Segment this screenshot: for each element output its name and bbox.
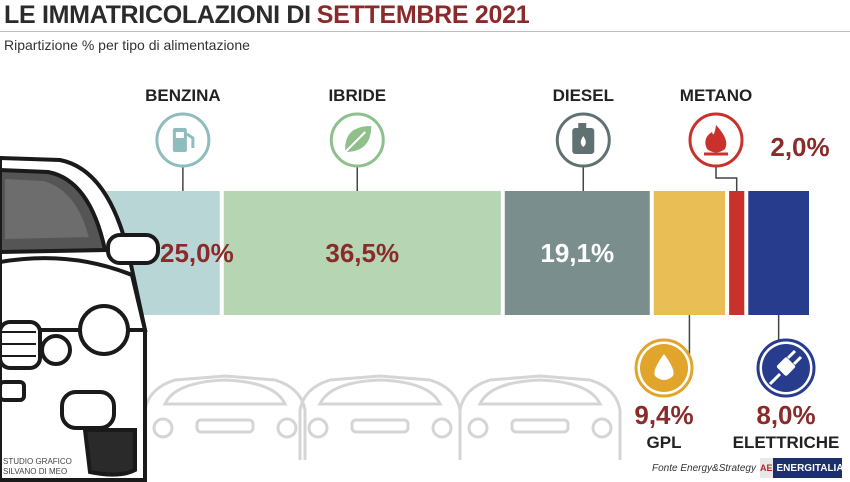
chart-subtitle: Ripartizione % per tipo di alimentazione: [4, 37, 250, 53]
value-label-gpl: 9,4%: [634, 400, 693, 430]
brand-badge: AE ENERGITALIA: [760, 458, 844, 478]
bar-diesel: [504, 191, 650, 315]
category-label-metano: METANO: [680, 86, 752, 105]
value-label-metano: 2,0%: [770, 132, 829, 162]
fuel-pump-icon: [155, 112, 211, 168]
flame-icon: [688, 112, 744, 168]
bar-ibride: [223, 191, 501, 315]
value-label-ibride: 36,5%: [325, 238, 399, 268]
bar-gpl: [653, 191, 726, 315]
bar-elettriche: [748, 191, 809, 315]
category-label-benzina: BENZINA: [145, 86, 221, 105]
category-label-gpl: GPL: [647, 433, 682, 452]
title-divider: [0, 31, 850, 32]
value-label-elettriche: 8,0%: [756, 400, 815, 430]
source-note: Fonte Energy&Strategy: [652, 463, 756, 474]
front-car-icon: [0, 155, 160, 482]
value-label-benzina: 25,0%: [160, 238, 234, 268]
value-label-diesel: 19,1%: [540, 238, 614, 268]
category-label-diesel: DIESEL: [553, 86, 614, 105]
bar-metano: [729, 191, 745, 315]
brand-logo: AE: [760, 458, 773, 478]
leaf-icon: [329, 112, 385, 168]
title-prefix: LE IMMATRICOLAZIONI DI: [4, 1, 311, 29]
category-label-elettriche: ELETTRICHE: [733, 433, 840, 452]
category-label-ibride: IBRIDE: [328, 86, 386, 105]
title-highlight: SETTEMBRE 2021: [316, 1, 530, 29]
plug-icon: [756, 338, 816, 398]
car-outline-icon: [143, 374, 307, 460]
leader-line: [715, 167, 738, 191]
chart-title: LE IMMATRICOLAZIONI DI SETTEMBRE 2021: [4, 1, 530, 30]
oil-drop-icon: [634, 338, 694, 398]
studio-credit: STUDIO GRAFICO SILVANO DI MEO: [3, 457, 72, 476]
car-outline-icon: [458, 374, 622, 460]
background-cars: [143, 374, 622, 460]
jerrycan-icon: [555, 112, 611, 168]
brand-name: ENERGITALIA: [776, 462, 844, 474]
car-outline-icon: [298, 374, 462, 460]
